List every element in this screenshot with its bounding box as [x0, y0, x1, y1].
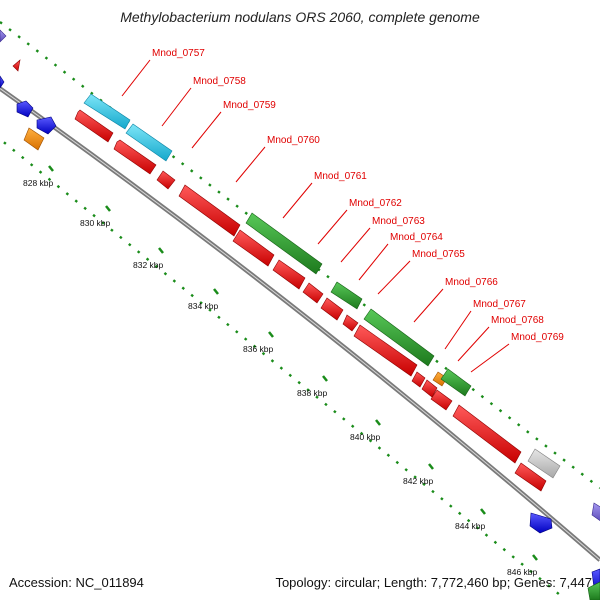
gene-label-leader [235, 146, 266, 183]
tick-mark [480, 508, 486, 515]
cds-red-feature [452, 404, 522, 464]
gene-label[interactable]: Mnod_0767 [473, 299, 526, 310]
gene-label-leader [457, 326, 490, 362]
gene-label[interactable]: Mnod_0759 [223, 100, 276, 111]
gene-label[interactable]: Mnod_0768 [491, 315, 544, 326]
gene-label-leader [444, 310, 472, 350]
gene-label-leader [191, 111, 222, 149]
cds-red-feature [12, 59, 21, 72]
tick-mark [48, 165, 54, 172]
gene-label-leader [282, 182, 313, 219]
tick-mark [268, 331, 274, 338]
gene-label[interactable]: Mnod_0763 [372, 216, 425, 227]
gene-label[interactable]: Mnod_0764 [390, 232, 443, 243]
gene-label-leader [377, 260, 411, 295]
tick-label: 834 kbp [188, 301, 219, 311]
tick-mark [322, 375, 328, 382]
cds-blue-feature [0, 75, 5, 89]
tick-mark [428, 463, 434, 470]
cds-green-feature [440, 368, 472, 397]
cds-red-feature [178, 184, 241, 237]
reverse-strand-features [12, 59, 547, 492]
cds-blue-feature [529, 512, 553, 534]
gene-label-leader [358, 243, 389, 281]
tick-mark [213, 288, 219, 295]
cds-orange-feature [23, 127, 45, 151]
gene-label-leader [121, 59, 151, 97]
cds-red-feature [320, 297, 344, 321]
cds-red-feature [232, 229, 275, 267]
gene-label[interactable]: Mnod_0766 [445, 277, 498, 288]
cds-red-feature [514, 462, 547, 492]
gene-label[interactable]: Mnod_0765 [412, 249, 465, 260]
tick-mark [158, 247, 164, 254]
gene-label-leader [340, 227, 371, 263]
gene-label-leader [317, 209, 348, 245]
gene-label-leader [470, 343, 510, 373]
tick-label: 832 kbp [133, 260, 164, 270]
cds-red-feature [74, 109, 114, 143]
tick-label: 836 kbp [243, 344, 274, 354]
gene-label-layer: Mnod_0757 Mnod_0758 Mnod_0759 Mnod_0760 Mnod… [121, 48, 564, 373]
forward-strand-features [83, 93, 600, 521]
cds-blue-feature [36, 116, 57, 135]
tick-label: 846 kbp [507, 567, 538, 577]
map-title: Methylobacterium nodulans ORS 2060, comp… [120, 9, 480, 25]
gene-label[interactable]: Mnod_0762 [349, 198, 402, 209]
cds-red-feature [342, 314, 359, 332]
cds-blue-feature [16, 100, 34, 118]
cds-purple-feature [591, 502, 600, 521]
tick-mark [375, 419, 381, 426]
cds-red-feature [430, 389, 453, 411]
cds-cyan-feature [125, 123, 173, 162]
cds-red-feature [353, 324, 418, 377]
cds-red-feature [411, 371, 426, 388]
cds-green-feature [587, 581, 600, 600]
cds-red-feature [302, 282, 324, 304]
gene-label[interactable]: Mnod_0758 [193, 76, 246, 87]
cds-red-feature [156, 170, 176, 190]
tick-label: 840 kbp [350, 432, 381, 442]
cds-green-feature [330, 281, 363, 310]
cds-gray-feature [527, 448, 561, 479]
tick-label: 842 kbp [403, 476, 434, 486]
gene-label-leader [161, 87, 192, 127]
cds-red-feature [113, 139, 157, 175]
gene-label[interactable]: Mnod_0769 [511, 332, 564, 343]
gene-label[interactable]: Mnod_0761 [314, 171, 367, 182]
gene-label[interactable]: Mnod_0760 [267, 135, 320, 146]
tick-label: 844 kbp [455, 521, 486, 531]
cds-cyan-feature [83, 93, 131, 130]
tick-mark [105, 205, 111, 212]
tick-mark [532, 554, 538, 561]
gene-label-leader [413, 288, 444, 323]
tick-label: 830 kbp [80, 218, 111, 228]
gene-label[interactable]: Mnod_0757 [152, 48, 205, 59]
cds-green-feature [245, 212, 323, 275]
cds-green-feature [363, 308, 435, 367]
tick-label: 828 kbp [23, 178, 54, 188]
accession-text: Accession: NC_011894 [9, 575, 144, 590]
topology-text: Topology: circular; Length: 7,772,460 bp… [275, 575, 592, 590]
inner-ring-features [0, 29, 600, 600]
cds-purple-feature [0, 29, 7, 43]
cds-red-feature [272, 259, 306, 290]
tick-label: 838 kbp [297, 388, 328, 398]
tick-layer: 828 kbp 830 kbp 832 kbp 834 kbp 836 kbp 838 k… [23, 165, 538, 577]
